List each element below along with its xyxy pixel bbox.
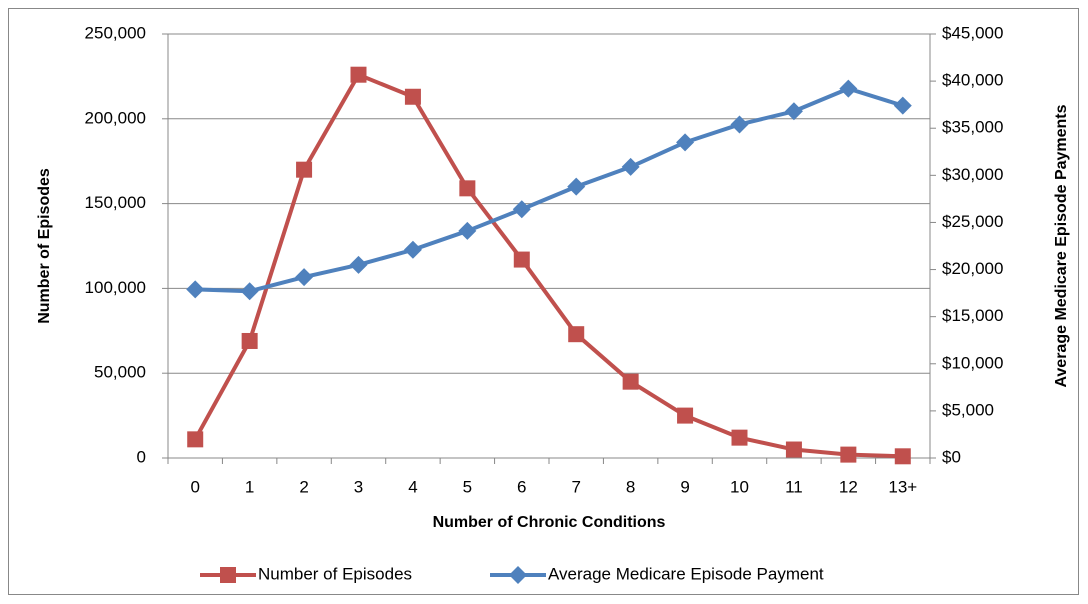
marker [513, 251, 530, 268]
series-line [193, 72, 903, 459]
y-tick-label: 100,000 [85, 278, 146, 297]
y2-tick-label: $15,000 [942, 306, 1003, 325]
y-tick-label: 250,000 [85, 23, 146, 42]
y-tick-label: 150,000 [85, 193, 146, 212]
marker [295, 268, 314, 287]
marker [784, 102, 803, 121]
y2-tick-label: $35,000 [942, 118, 1003, 137]
marker [404, 88, 421, 105]
marker [839, 79, 858, 98]
marker [459, 180, 476, 197]
y2-tick-label: $20,000 [942, 259, 1003, 278]
marker [187, 431, 204, 448]
x-tick-label: 3 [354, 477, 363, 496]
series-line [195, 86, 904, 294]
y-tick-label: 50,000 [94, 363, 146, 382]
marker [840, 446, 857, 463]
x-tick-label: 4 [408, 477, 417, 496]
x-tick-label: 10 [730, 477, 749, 496]
y2-tick-label: $5,000 [942, 400, 994, 419]
y2-tick-label: $10,000 [942, 353, 1003, 372]
marker [894, 448, 911, 465]
marker [893, 96, 912, 115]
x-tick-label: 2 [299, 477, 308, 496]
marker [220, 567, 236, 583]
chart-border [8, 8, 1079, 595]
legend-label: Average Medicare Episode Payment [548, 564, 824, 583]
marker [240, 282, 259, 301]
marker [621, 157, 640, 176]
marker [730, 115, 749, 134]
marker [512, 200, 531, 219]
x-tick-label: 12 [839, 477, 858, 496]
x-tick-label: 0 [190, 477, 199, 496]
marker [785, 441, 802, 458]
x-tick-label: 6 [517, 477, 526, 496]
marker [350, 66, 367, 83]
y2-tick-label: $40,000 [942, 71, 1003, 90]
marker [567, 177, 586, 196]
marker [622, 373, 639, 390]
x-tick-label: 5 [463, 477, 472, 496]
y2-tick-label: $45,000 [942, 23, 1003, 42]
x-tick-label: 1 [245, 477, 254, 496]
legend-label: Number of Episodes [258, 564, 412, 583]
marker [676, 133, 695, 152]
marker [458, 221, 477, 240]
marker [403, 240, 422, 259]
marker [568, 326, 585, 343]
x-tick-label: 8 [626, 477, 635, 496]
y-axis-title: Number of Episodes [36, 168, 53, 324]
x-tick-label: 7 [571, 477, 580, 496]
marker [349, 255, 368, 274]
x-axis-title: Number of Chronic Conditions [433, 514, 666, 531]
y-tick-label: 0 [137, 447, 146, 466]
x-tick-label: 9 [680, 477, 689, 496]
y2-tick-label: $0 [942, 447, 961, 466]
marker [509, 566, 527, 584]
x-tick-label: 11 [785, 477, 803, 496]
marker [186, 280, 205, 299]
marker [296, 161, 313, 178]
y2-tick-label: $30,000 [942, 165, 1003, 184]
y2-axis-title: Average Medicare Episode Payments [1053, 104, 1070, 387]
marker [731, 429, 748, 446]
y2-tick-label: $25,000 [942, 212, 1003, 231]
x-tick-label: 13+ [888, 477, 917, 496]
marker [677, 407, 694, 424]
y-tick-label: 200,000 [85, 108, 146, 127]
marker [241, 332, 258, 349]
